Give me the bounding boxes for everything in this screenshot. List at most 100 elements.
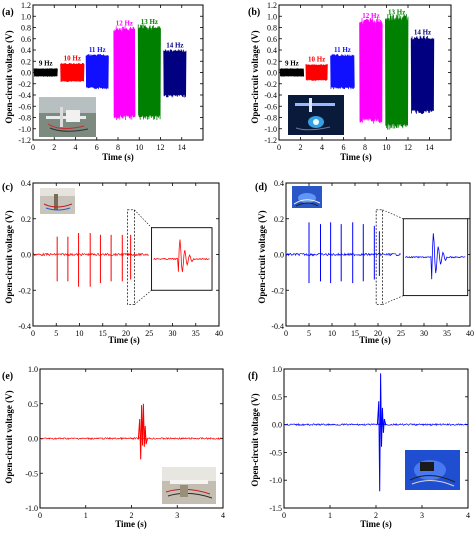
- panel-e-plot: 0 1 2 3 4 -1.0 -0.5 0.0 0.5 1.0: [25, 365, 225, 520]
- x-tick-label: 20: [122, 329, 130, 338]
- series-label: 13 Hz: [141, 18, 158, 26]
- panel-a-ylabel: Open-circuit voltage (V): [4, 30, 14, 123]
- y-tick-label: 0.0: [267, 69, 277, 78]
- y-tick-label: 0.2: [267, 57, 277, 66]
- y-tick-label: 1.0: [267, 12, 277, 21]
- series-11-hz: 11 Hz: [330, 46, 355, 90]
- zoom-connector-bottom: [134, 290, 152, 305]
- series-label: 12 Hz: [116, 20, 133, 28]
- zoom-connector-top: [134, 209, 152, 228]
- y-tick-label: 0.5: [272, 393, 282, 402]
- y-tick-label: 0.2: [274, 215, 284, 224]
- series-10-hz: 10 Hz: [305, 56, 328, 81]
- series-body: [60, 64, 84, 81]
- series-14-hz: 14 Hz: [163, 42, 187, 98]
- y-tick-label: 0.8: [267, 24, 277, 33]
- series-9-hz: 9 Hz: [33, 60, 58, 77]
- panel-d-ylabel: Open-circuit voltage (V): [257, 210, 267, 303]
- y-tick-label: 0.0: [21, 69, 31, 78]
- series-12-hz: 12 Hz: [359, 12, 383, 124]
- y-tick-label: 0.6: [21, 35, 31, 44]
- y-tick-label: 0.0: [274, 251, 284, 260]
- x-tick-label: 10: [328, 329, 336, 338]
- x-tick-label: 5: [54, 329, 58, 338]
- panel-label-e: (e): [2, 371, 13, 382]
- y-tick-label: -0.6: [18, 102, 31, 111]
- y-tick-label: -0.4: [271, 322, 284, 331]
- x-tick-label: 2: [52, 143, 56, 152]
- x-tick-label: 10: [135, 143, 143, 152]
- panel-a-photo: [39, 97, 96, 137]
- zoom-connector-top: [382, 209, 404, 220]
- x-tick-label: 0: [31, 143, 35, 152]
- x-tick-label: 2: [374, 511, 378, 520]
- x-tick-label: 14: [178, 143, 186, 152]
- series-body: [34, 69, 58, 76]
- x-tick-label: 0: [284, 329, 288, 338]
- y-tick-label: 0.0: [272, 421, 282, 430]
- y-tick-label: 0.5: [28, 400, 38, 409]
- x-tick-label: 15: [99, 329, 107, 338]
- x-tick-label: 10: [76, 329, 84, 338]
- zoom-inset-trace: [405, 233, 466, 280]
- y-tick-label: -0.2: [271, 286, 284, 295]
- y-tick-label: 1.0: [28, 365, 38, 374]
- x-tick-label: 0: [282, 511, 286, 520]
- panel-label-f: (f): [248, 371, 258, 382]
- x-tick-label: 4: [320, 143, 324, 152]
- panel-b-ylabel: Open-circuit voltage (V): [250, 30, 260, 123]
- signal-burst: [137, 403, 148, 460]
- y-tick-label: 0.2: [21, 57, 31, 66]
- panel-c-xlabel: Time (s): [108, 335, 140, 345]
- series-label: 9 Hz: [39, 60, 53, 68]
- y-tick-label: 0.2: [21, 215, 31, 224]
- series-body: [86, 56, 109, 88]
- series-body: [138, 27, 161, 117]
- panel-d-plot: 0 5 10 15 20 25 30 35 40 -0.4 -0.2 0.0 0.2 0.4: [271, 179, 474, 338]
- panel-b: (b) Open-circuit voltage (V) Time (s) 0 2…: [248, 1, 452, 162]
- y-tick-label: 1.2: [267, 1, 277, 10]
- x-tick-label: 10: [383, 143, 391, 152]
- zoom-window: [375, 209, 383, 305]
- series-label: 12 Hz: [362, 12, 379, 20]
- x-tick-label: 35: [192, 329, 200, 338]
- y-tick-label: -0.2: [18, 80, 31, 89]
- x-tick-label: 0: [31, 329, 35, 338]
- x-tick-label: 25: [397, 329, 405, 338]
- zoom-connector-bottom: [382, 295, 404, 305]
- y-tick-label: 0.8: [21, 24, 31, 33]
- y-tick-label: 0.0: [21, 251, 31, 260]
- series-12-hz: 12 Hz: [113, 20, 136, 121]
- x-tick-label: 40: [466, 329, 474, 338]
- x-tick-label: 30: [169, 329, 177, 338]
- x-tick-label: 1: [84, 511, 88, 520]
- panel-b-photo: [288, 95, 344, 135]
- y-tick-label: 0.4: [21, 46, 31, 55]
- series-body: [385, 18, 408, 126]
- y-tick-label: 0.4: [267, 46, 277, 55]
- y-tick-label: -0.8: [264, 114, 277, 123]
- y-tick-label: -1.2: [264, 136, 277, 145]
- panel-d-photo: [292, 186, 322, 208]
- panel-a-plot: 0 2 4 6 8 10 12 14 -1.2 -1.0 -0.8 -0.6 -0.4 -0.2 0.0 0.…: [18, 1, 204, 152]
- zoom-inset-trace: [153, 239, 210, 273]
- y-tick-label: -0.4: [18, 91, 31, 100]
- x-tick-label: 4: [221, 511, 225, 520]
- y-tick-label: -0.6: [264, 102, 277, 111]
- x-tick-label: 4: [74, 143, 78, 152]
- series-label: 11 Hz: [334, 46, 351, 54]
- series-13-hz: 13 Hz: [385, 8, 409, 130]
- y-tick-label: -0.4: [264, 91, 277, 100]
- panel-a: (a) Open-circuit voltage (V) Time (s) 0 2…: [2, 1, 204, 162]
- panel-f-xlabel: Time (s): [360, 519, 392, 529]
- x-tick-label: 5: [307, 329, 311, 338]
- y-tick-label: 1.2: [21, 1, 31, 10]
- zoom-window: [127, 209, 135, 305]
- panel-label-a: (a): [2, 7, 14, 18]
- x-tick-label: 20: [374, 329, 382, 338]
- series-body: [280, 69, 304, 76]
- y-tick-label: -1.2: [18, 136, 31, 145]
- panel-f-photo: [405, 450, 460, 490]
- panel-c-ylabel: Open-circuit voltage (V): [4, 210, 14, 303]
- series-label: 10 Hz: [64, 55, 81, 63]
